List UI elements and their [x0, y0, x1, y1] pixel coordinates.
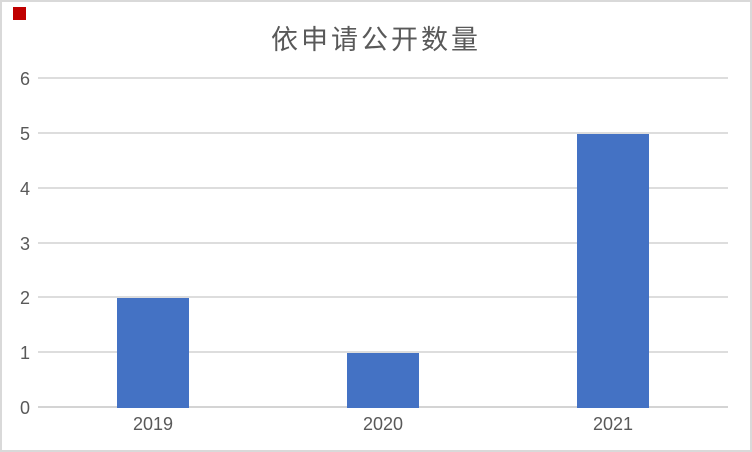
y-axis-tick-label: 0 [19, 398, 30, 418]
y-axis-tick-label: 2 [19, 288, 30, 309]
x-axis-tick-label: 2021 [592, 414, 634, 434]
x-axis-labels: 2019 2020 2021 [38, 414, 728, 440]
x-axis-tick-label: 2019 [132, 414, 174, 434]
y-axis-tick-label: 3 [19, 233, 30, 254]
x-axis-tick-label: 2020 [362, 414, 404, 434]
y-axis-tick-label: 1 [19, 343, 30, 364]
red-square-marker-icon [13, 7, 26, 20]
gridline [38, 77, 728, 79]
gridline [38, 296, 728, 299]
gridline [38, 186, 728, 189]
y-axis-tick-label: 5 [19, 123, 30, 144]
gridline [38, 131, 728, 134]
bar-2020 [347, 353, 419, 408]
y-axis-tick-label: 4 [19, 178, 30, 199]
chart-title: 依申请公开数量 [271, 25, 481, 55]
y-axis-labels: 0 1 2 3 4 5 6 [2, 70, 30, 417]
gridline [38, 351, 728, 354]
bar-2019 [116, 298, 189, 408]
bar-2021 [577, 133, 649, 408]
y-axis-tick-label: 6 [19, 69, 30, 89]
plot-area [38, 77, 728, 408]
gridline [38, 241, 728, 244]
